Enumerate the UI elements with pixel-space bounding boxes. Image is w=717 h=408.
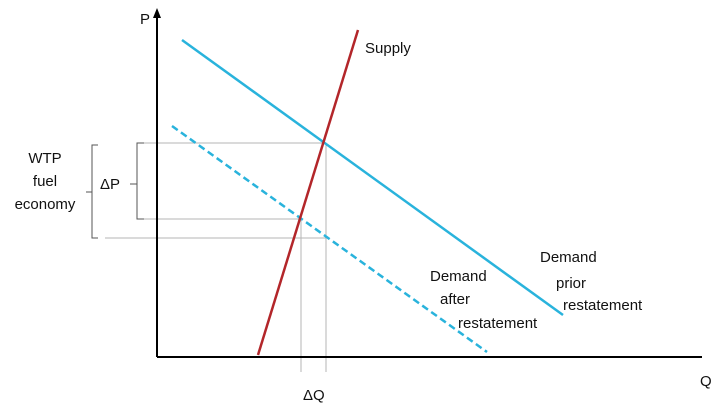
axes [156,14,702,358]
wtp-bracket [86,144,98,239]
wtp-label: fuel [33,173,57,190]
demand-after-label: restatement [458,315,538,332]
demand-prior-label: restatement [563,297,643,314]
demand-prior-label: prior [556,275,586,292]
supply-line [256,29,360,356]
demand-after-line [171,124,488,354]
delta-q-label: ΔQ [303,387,325,404]
delta-p-label: ΔP [100,176,120,193]
supply-label: Supply [365,40,411,57]
y-axis-arrow [153,8,161,18]
delta-p-bracket [130,142,144,220]
guides [105,142,327,372]
demand-after-label: after [440,291,470,308]
wtp-label: WTP [28,150,61,167]
demand-prior-line [181,38,564,317]
demand-prior-label: Demand [540,249,597,266]
demand-after-label: Demand [430,268,487,285]
brackets [86,142,144,239]
y-axis-label: P [140,11,150,28]
wtp-label: economy [15,196,76,213]
x-axis-label: Q [700,373,712,390]
